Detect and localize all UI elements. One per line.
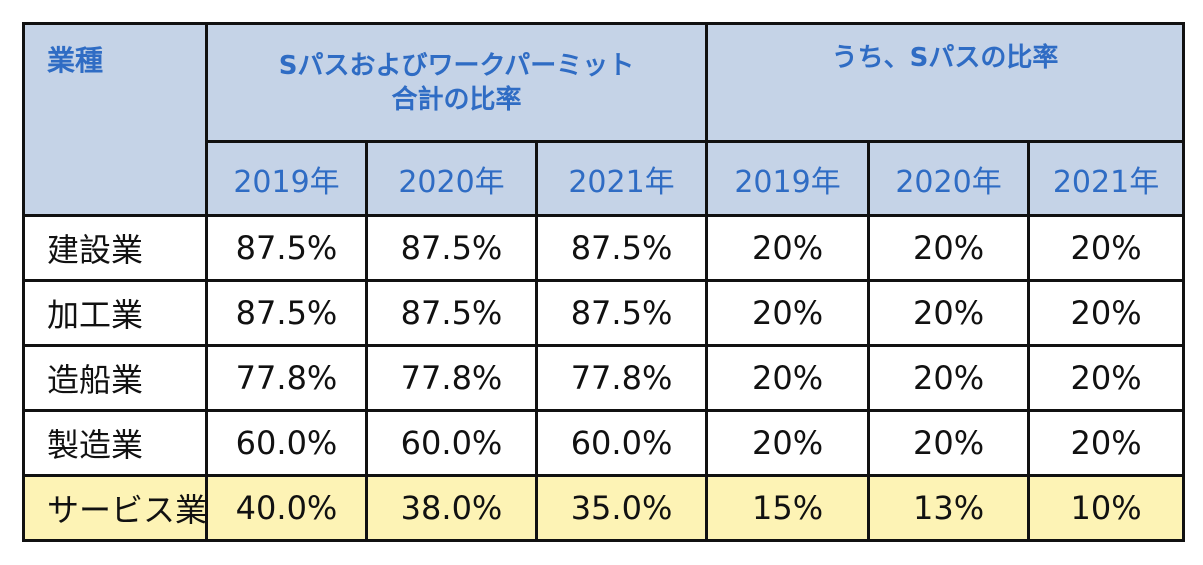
- ratio-cell: 77.8%: [365, 344, 538, 412]
- ratio-cell: 20%: [1027, 279, 1186, 347]
- ratio-cell: 87.5%: [534, 214, 709, 282]
- header-year: 2021年: [1027, 140, 1186, 217]
- header-group-total-ratio-line2: 合計の比率: [391, 84, 522, 115]
- ratio-table: 業種 Sパスおよびワークパーミット 合計の比率 うち、Sパスの比率 2019年 …: [22, 22, 1186, 542]
- ratio-cell: 60.0%: [534, 409, 709, 477]
- header-group-total-ratio: Sパスおよびワークパーミット 合計の比率: [204, 22, 709, 143]
- header-group-spass-ratio: うち、Sパスの比率: [705, 22, 1186, 143]
- header-year: 2019年: [205, 140, 368, 217]
- table-row: 造船業 77.8% 77.8% 77.8% 20% 20% 20%: [22, 344, 1186, 412]
- ratio-cell: 87.5%: [205, 214, 368, 282]
- ratio-cell: 87.5%: [365, 214, 538, 282]
- ratio-cell: 20%: [705, 214, 871, 282]
- ratio-cell: 20%: [867, 344, 1031, 412]
- header-year: 2021年: [534, 140, 709, 217]
- industry-name: 製造業: [22, 409, 208, 477]
- ratio-cell: 87.5%: [365, 279, 538, 347]
- ratio-cell: 35.0%: [534, 474, 709, 542]
- industry-name: 加工業: [22, 279, 208, 347]
- industry-name: 建設業: [22, 214, 208, 282]
- ratio-cell: 60.0%: [365, 409, 538, 477]
- ratio-cell: 20%: [867, 279, 1031, 347]
- header-row-groups: 業種 Sパスおよびワークパーミット 合計の比率 うち、Sパスの比率: [22, 22, 1186, 217]
- ratio-cell: 20%: [867, 409, 1031, 477]
- industry-name: 造船業: [22, 344, 208, 412]
- ratio-cell: 38.0%: [365, 474, 538, 542]
- ratio-cell: 20%: [705, 409, 871, 477]
- header-group-total-ratio-line1: Sパスおよびワークパーミット: [278, 50, 635, 81]
- ratio-cell: 20%: [1027, 409, 1186, 477]
- ratio-cell: 20%: [1027, 214, 1186, 282]
- ratio-cell: 15%: [705, 474, 871, 542]
- ratio-cell: 20%: [867, 214, 1031, 282]
- ratio-cell: 87.5%: [205, 279, 368, 347]
- ratio-cell: 20%: [705, 279, 871, 347]
- header-year: 2020年: [365, 140, 538, 217]
- industry-name: サービス業: [22, 474, 208, 542]
- header-industry: 業種: [22, 22, 208, 217]
- header-year: 2020年: [867, 140, 1031, 217]
- ratio-cell: 20%: [705, 344, 871, 412]
- table-row: 製造業 60.0% 60.0% 60.0% 20% 20% 20%: [22, 409, 1186, 477]
- ratio-cell: 13%: [867, 474, 1031, 542]
- table-row-highlighted: サービス業 40.0% 38.0% 35.0% 15% 13% 10%: [22, 474, 1186, 542]
- ratio-cell: 77.8%: [205, 344, 368, 412]
- table-row: 建設業 87.5% 87.5% 87.5% 20% 20% 20%: [22, 214, 1186, 282]
- table-row: 加工業 87.5% 87.5% 87.5% 20% 20% 20%: [22, 279, 1186, 347]
- ratio-cell: 77.8%: [534, 344, 709, 412]
- header-group-spass-ratio-label: うち、Sパスの比率: [831, 43, 1059, 73]
- ratio-cell: 87.5%: [534, 279, 709, 347]
- ratio-cell: 40.0%: [205, 474, 368, 542]
- header-year: 2019年: [705, 140, 871, 217]
- ratio-cell: 10%: [1027, 474, 1186, 542]
- ratio-cell: 20%: [1027, 344, 1186, 412]
- ratio-cell: 60.0%: [205, 409, 368, 477]
- header-row-years: 2019年 2020年 2021年 2019年 2020年 2021年: [24, 140, 1186, 217]
